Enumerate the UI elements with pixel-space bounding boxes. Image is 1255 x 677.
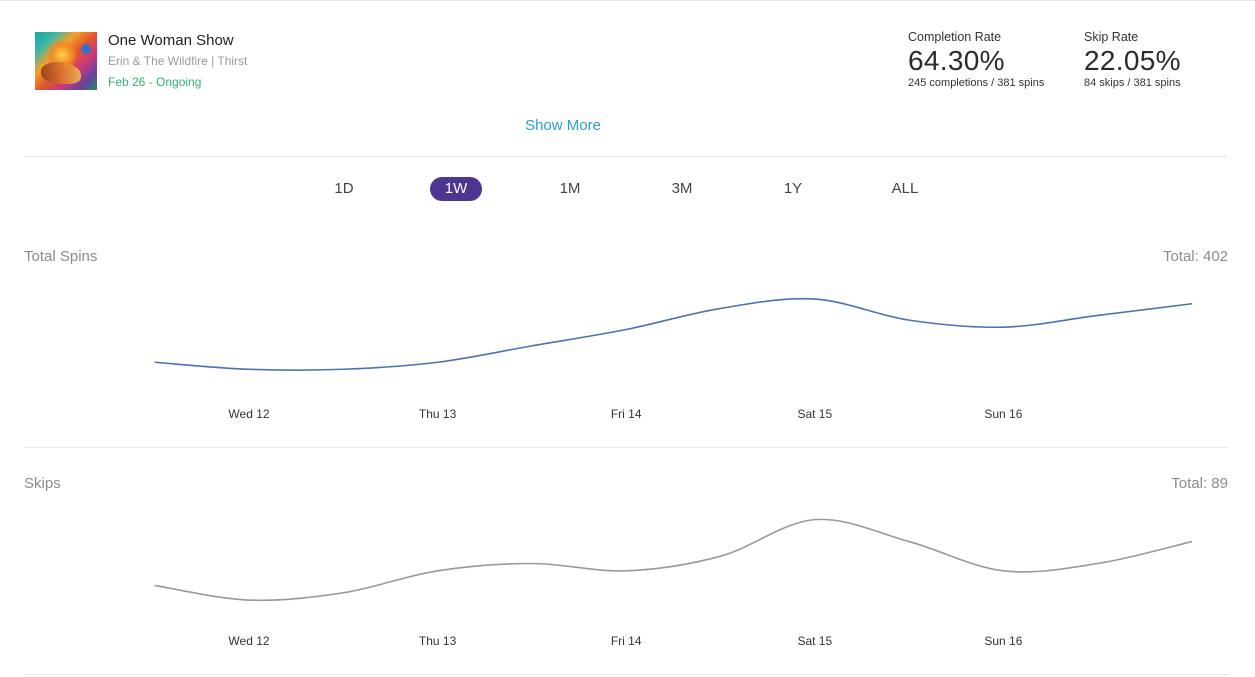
skips-x-tick-label: Thu 13 [419, 634, 457, 648]
skip-rate-metric: Skip Rate 22.05% 84 skips / 381 spins [1084, 30, 1181, 89]
track-artist-album: Erin & The Wildfire | Thirst [108, 54, 248, 68]
range-1d-button[interactable]: 1D [334, 180, 354, 197]
track-title: One Woman Show [108, 32, 234, 49]
skips-title: Skips [24, 475, 61, 492]
range-3m-button[interactable]: 3M [671, 180, 693, 197]
skips-x-tick-label: Fri 14 [611, 634, 642, 648]
skips-x-tick-label: Wed 12 [228, 634, 269, 648]
skip-rate-value: 22.05% [1084, 45, 1181, 76]
range-1m-button[interactable]: 1M [559, 180, 581, 197]
completion-rate-metric: Completion Rate 64.30% 245 completions /… [908, 30, 1044, 89]
bottom-divider [24, 674, 1228, 675]
total-spins-x-tick-label: Sat 15 [797, 407, 832, 421]
header-divider [24, 156, 1228, 157]
skip-rate-label: Skip Rate [1084, 30, 1139, 44]
top-divider [0, 0, 1255, 1]
skips-series-line [154, 518, 1193, 602]
range-all-button[interactable]: ALL [891, 180, 919, 197]
skip-rate-detail: 84 skips / 381 spins [1084, 77, 1181, 89]
range-1y-button[interactable]: 1Y [783, 180, 803, 197]
chart-divider [24, 447, 1228, 448]
skips-chart: Wed 12 Thu 13 Fri 14 Sat 15 Sun 16 [154, 518, 1193, 648]
show-more-link[interactable]: Show More [525, 117, 601, 134]
total-spins-x-tick-label: Sun 16 [984, 407, 1022, 421]
album-art [35, 32, 97, 90]
total-spins-x-tick-label: Fri 14 [611, 407, 642, 421]
total-spins-x-tick-label: Thu 13 [419, 407, 457, 421]
skips-x-tick-label: Sun 16 [984, 634, 1022, 648]
total-spins-x-tick-label: Wed 12 [228, 407, 269, 421]
total-spins-chart: Wed 12 Thu 13 Fri 14 Sat 15 Sun 16 [154, 297, 1193, 421]
completion-rate-label: Completion Rate [908, 30, 1002, 44]
completion-rate-value: 64.30% [908, 45, 1005, 76]
completion-rate-detail: 245 completions / 381 spins [908, 77, 1045, 89]
total-spins-title: Total Spins [24, 248, 98, 265]
campaign-dates: Feb 26 - Ongoing [108, 75, 202, 89]
range-1w-button[interactable]: 1W [430, 177, 482, 201]
skips-x-tick-label: Sat 15 [797, 634, 832, 648]
skips-total: Total: 89 [1171, 475, 1228, 492]
total-spins-total: Total: 402 [1162, 248, 1228, 265]
total-spins-series-line [154, 297, 1193, 371]
